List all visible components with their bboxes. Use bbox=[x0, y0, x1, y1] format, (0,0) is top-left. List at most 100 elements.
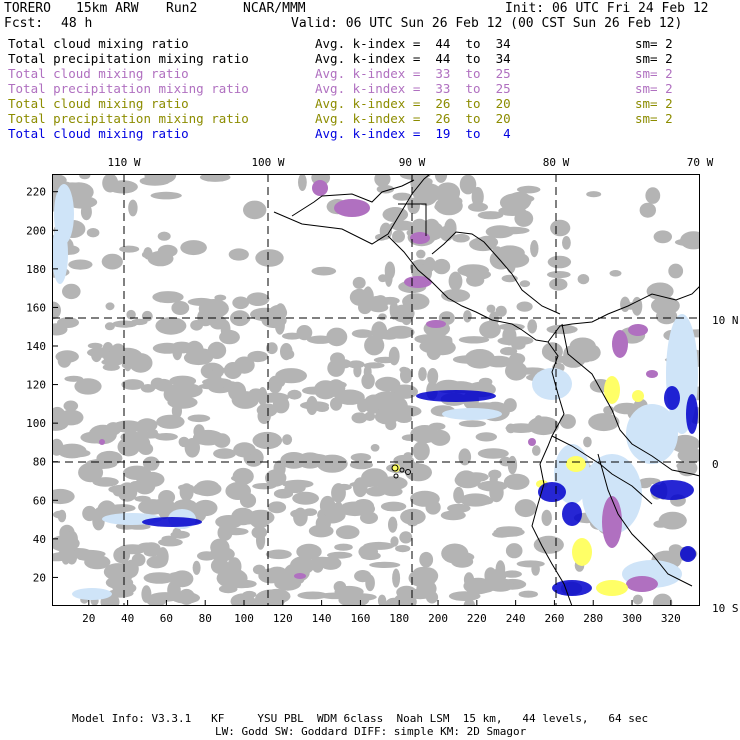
cloud-patch bbox=[448, 271, 463, 291]
cloud-patch bbox=[418, 367, 427, 382]
cloud-patch bbox=[476, 496, 494, 505]
purple-patch bbox=[612, 330, 628, 358]
legend-kindex: Avg. k-index = 33 to 25 bbox=[315, 66, 511, 81]
cloud-patch bbox=[577, 274, 590, 285]
cloud-patch bbox=[112, 486, 124, 497]
x-tick-label: 320 bbox=[661, 612, 681, 625]
cloud-patch bbox=[463, 310, 472, 323]
cloud-patch bbox=[349, 481, 377, 488]
longitude-label: 80 W bbox=[543, 156, 570, 169]
legend-kindex: Avg. k-index = 33 to 25 bbox=[315, 81, 511, 96]
cloud-patch bbox=[519, 280, 531, 288]
precip-patch bbox=[582, 454, 642, 534]
cloud-patch bbox=[225, 482, 251, 500]
legend-row: Total precipitation mixing ratio Avg. k-i… bbox=[8, 51, 708, 66]
cloud-patch bbox=[197, 308, 215, 327]
cloud-patch bbox=[444, 218, 457, 238]
y-tick-label: 80 bbox=[33, 456, 46, 469]
purple-patch bbox=[646, 370, 658, 378]
cloud-patch bbox=[499, 456, 512, 467]
cloud-patch bbox=[586, 191, 602, 198]
cloud-patch bbox=[112, 320, 138, 328]
cloud-patch bbox=[363, 541, 395, 550]
cloud-patch bbox=[392, 192, 412, 201]
cloud-patch bbox=[52, 406, 66, 426]
x-tick-label: 240 bbox=[506, 612, 526, 625]
cloud-patch bbox=[82, 387, 94, 395]
cloud-patch bbox=[469, 237, 497, 252]
cloud-patch bbox=[312, 560, 324, 573]
cloud-patch bbox=[136, 468, 150, 487]
cloud-patch bbox=[376, 184, 395, 194]
cloud-patch bbox=[123, 355, 133, 372]
x-tick-label: 80 bbox=[199, 612, 212, 625]
cloud-patch bbox=[377, 594, 387, 606]
cloud-patch bbox=[382, 486, 403, 497]
cloud-patch bbox=[315, 515, 331, 532]
cloud-patch bbox=[57, 317, 79, 328]
cloud-patch bbox=[297, 591, 329, 600]
cloud-patch bbox=[62, 283, 81, 300]
cloud-patch bbox=[296, 325, 313, 341]
cloud-patch bbox=[416, 567, 439, 585]
cloud-patch bbox=[119, 245, 140, 253]
cloud-patch bbox=[232, 296, 250, 310]
cloud-patch bbox=[63, 400, 79, 412]
cloud-patch bbox=[155, 317, 187, 335]
cloud-patch bbox=[66, 449, 91, 458]
cloud-patch bbox=[456, 473, 487, 483]
cloud-patch bbox=[202, 365, 213, 374]
cloud-patch bbox=[415, 187, 438, 206]
purple-patch bbox=[312, 180, 328, 196]
cloud-patch bbox=[121, 379, 145, 390]
cloud-patch bbox=[84, 555, 111, 570]
cloud-patch bbox=[527, 416, 560, 436]
cloud-patch bbox=[463, 577, 493, 595]
yellow-patch bbox=[632, 390, 644, 402]
cloud-patch bbox=[209, 315, 227, 330]
x-tick-label: 100 bbox=[234, 612, 254, 625]
cloud-patch bbox=[506, 423, 516, 434]
organization: NCAR/MMM bbox=[243, 1, 306, 16]
cloud-patch bbox=[154, 378, 173, 392]
purple-patch bbox=[528, 438, 536, 446]
cloud-patch bbox=[427, 368, 439, 386]
cloud-patch bbox=[371, 321, 388, 341]
cloud-patch bbox=[407, 197, 421, 214]
cloud-patch bbox=[258, 569, 287, 582]
cloud-patch bbox=[495, 245, 525, 261]
cloud-patch bbox=[242, 590, 257, 599]
blue-patch bbox=[562, 502, 582, 526]
cloud-patch bbox=[284, 483, 306, 494]
cloud-patch bbox=[550, 219, 571, 237]
cloud-patch bbox=[147, 250, 174, 267]
x-tick-label: 220 bbox=[467, 612, 487, 625]
cloud-patch bbox=[530, 240, 539, 258]
cloud-patch bbox=[250, 307, 280, 322]
north-border-box bbox=[398, 203, 427, 236]
blue-patch bbox=[664, 386, 680, 410]
cloud-patch bbox=[395, 545, 411, 553]
cloud-patch bbox=[625, 302, 637, 310]
cloud-patch bbox=[400, 508, 426, 525]
cloud-patch bbox=[300, 401, 329, 410]
legend-row: Total cloud mixing ratio Avg. k-index = 4… bbox=[8, 36, 708, 51]
cloud-patch bbox=[434, 201, 457, 213]
cloud-patch bbox=[192, 429, 224, 446]
cloud-patch bbox=[425, 500, 441, 515]
cloud-patch bbox=[267, 501, 287, 514]
y-tick-label: 220 bbox=[26, 186, 46, 199]
longitude-label: 110 W bbox=[107, 156, 140, 169]
y-tick-label: 140 bbox=[26, 340, 46, 353]
purple-patch bbox=[334, 199, 370, 217]
longitude-label: 70 W bbox=[687, 156, 714, 169]
cloud-patch bbox=[516, 560, 545, 568]
cloud-patch bbox=[395, 414, 413, 423]
cloud-patch bbox=[569, 337, 596, 355]
cloud-patch bbox=[128, 353, 153, 373]
cloud-patch bbox=[158, 501, 171, 520]
cloud-patch bbox=[223, 362, 243, 379]
cloud-patch bbox=[503, 473, 530, 490]
cloud-patch bbox=[399, 531, 413, 544]
cloud-patch bbox=[365, 574, 375, 592]
